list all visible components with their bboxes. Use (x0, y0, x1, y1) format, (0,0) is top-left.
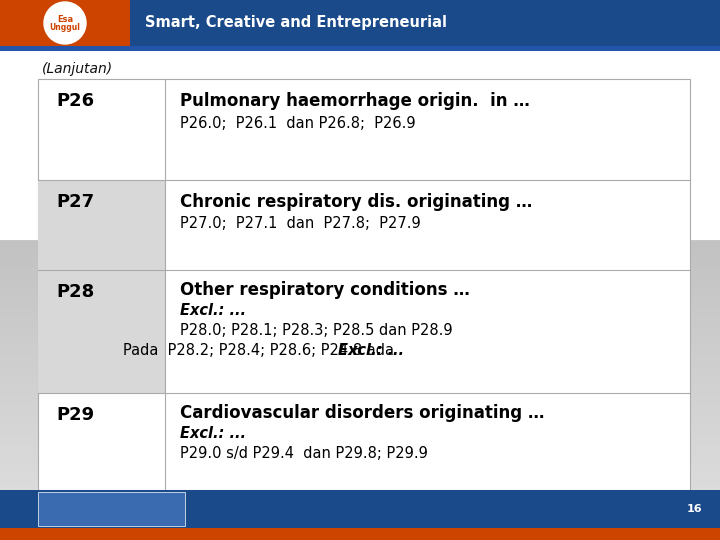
FancyBboxPatch shape (38, 79, 690, 490)
Text: P26: P26 (56, 92, 94, 110)
Text: Unggul: Unggul (50, 24, 81, 32)
FancyBboxPatch shape (0, 46, 720, 51)
Text: P28.0; P28.1; P28.3; P28.5 dan P28.9: P28.0; P28.1; P28.3; P28.5 dan P28.9 (180, 322, 453, 338)
Text: P29.0 s/d P29.4  dan P29.8; P29.9: P29.0 s/d P29.4 dan P29.8; P29.9 (180, 446, 428, 461)
Text: P26.0;  P26.1  dan P26.8;  P26.9: P26.0; P26.1 dan P26.8; P26.9 (180, 116, 415, 131)
FancyBboxPatch shape (0, 0, 720, 46)
Text: Smart, Creative and Entrepreneurial: Smart, Creative and Entrepreneurial (145, 16, 447, 30)
Text: Excl.: ...: Excl.: ... (180, 302, 246, 318)
FancyBboxPatch shape (0, 0, 130, 46)
Text: Chronic respiratory dis. originating …: Chronic respiratory dis. originating … (180, 193, 532, 211)
Text: Pulmonary haemorrhage origin.  in …: Pulmonary haemorrhage origin. in … (180, 92, 530, 110)
Text: Excl.: ...: Excl.: ... (180, 426, 246, 441)
Text: P27: P27 (56, 193, 94, 211)
FancyBboxPatch shape (38, 180, 165, 270)
Text: Excl.: ...: Excl.: ... (338, 342, 404, 357)
FancyBboxPatch shape (0, 490, 720, 528)
Text: Cardiovascular disorders originating …: Cardiovascular disorders originating … (180, 404, 544, 422)
Text: 16: 16 (687, 504, 703, 514)
Circle shape (44, 2, 86, 44)
Text: (Lanjutan): (Lanjutan) (42, 62, 113, 76)
Text: Pada  P28.2; P28.4; P28.6; P24.8 ada: Pada P28.2; P28.4; P28.6; P24.8 ada (123, 342, 399, 357)
FancyBboxPatch shape (0, 528, 720, 540)
FancyBboxPatch shape (38, 270, 165, 394)
Text: P28: P28 (56, 283, 94, 301)
Text: Other respiratory conditions …: Other respiratory conditions … (180, 281, 470, 299)
Text: P29: P29 (56, 407, 94, 424)
FancyBboxPatch shape (38, 492, 185, 526)
Text: P27.0;  P27.1  dan  P27.8;  P27.9: P27.0; P27.1 dan P27.8; P27.9 (180, 216, 420, 231)
Text: Esa: Esa (57, 16, 73, 24)
